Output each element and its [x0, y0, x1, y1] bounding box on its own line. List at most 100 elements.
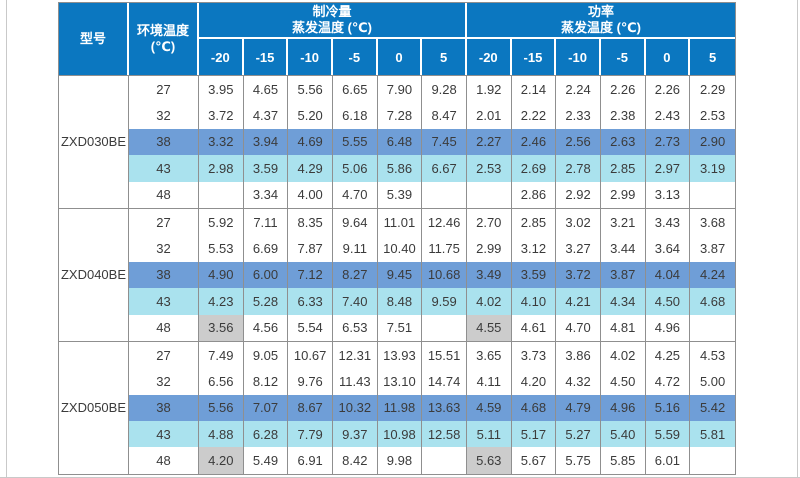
cooling-value-cell: 4.29 — [288, 155, 333, 182]
cooling-value-cell: 6.67 — [422, 155, 467, 182]
cooling-value-cell: 10.32 — [332, 394, 378, 422]
cooling-value-cell: 6.56 — [199, 368, 244, 395]
power-value-cell: 3.87 — [690, 235, 735, 262]
power-value-cell: 3.73 — [511, 340, 557, 369]
table-row: 32 5.53 6.69 7.87 9.11 10.40 11.75 2.99 3.12 3.27… — [59, 235, 735, 262]
cooling-value-cell: 10.68 — [422, 261, 467, 289]
table-row: 38 4.90 6.00 7.12 8.27 9.45 10.68 3.49 3.59 3.72 3… — [59, 261, 735, 289]
cooling-evap-temp-header: -15 — [243, 39, 289, 75]
cooling-value-cell: 7.45 — [422, 128, 467, 156]
table-row: 43 4.23 5.28 6.33 7.40 8.48 9.59 4.02 4.10 4.21 4.… — [59, 288, 735, 315]
power-value-cell — [690, 181, 735, 208]
power-value-cell: 2.97 — [645, 155, 691, 182]
power-value-cell: 3.49 — [466, 261, 512, 289]
power-value-cell: 3.43 — [645, 207, 691, 236]
cooling-value-cell: 10.67 — [288, 340, 333, 369]
cooling-value-cell: 14.74 — [422, 368, 467, 395]
power-value-cell: 2.26 — [600, 75, 646, 103]
cooling-value-cell: 4.37 — [243, 102, 289, 129]
power-value-cell: 5.59 — [645, 421, 691, 448]
power-value-cell: 2.26 — [645, 75, 691, 103]
power-value-cell: 3.64 — [645, 235, 691, 262]
spec-table-container: 型号 环境温度 (℃) 制冷量 蒸发温度 (℃) 功率 蒸发温度 (℃) -20… — [58, 2, 736, 475]
power-evap-temp-header: 0 — [645, 39, 691, 75]
table-row: 48 3.56 4.56 5.54 6.53 7.51 4.55 4.61 4.70 4.81 4.… — [59, 314, 735, 341]
cooling-value-cell: 5.56 — [199, 394, 244, 422]
power-value-cell: 3.13 — [645, 181, 691, 208]
power-value-cell: 2.53 — [466, 155, 512, 182]
power-value-cell: 2.73 — [645, 128, 691, 156]
cooling-value-cell: 4.88 — [199, 421, 244, 448]
ambient-temp-cell: 32 — [129, 368, 199, 395]
power-value-cell: 4.81 — [600, 314, 646, 341]
cooling-value-cell: 6.33 — [288, 288, 333, 315]
page-edge-line-left — [6, 0, 7, 478]
cooling-value-cell: 4.70 — [332, 181, 378, 208]
ambient-temp-cell: 38 — [129, 394, 199, 422]
cooling-value-cell: 9.98 — [377, 447, 423, 474]
cooling-value-cell: 8.67 — [288, 394, 333, 422]
power-value-cell — [690, 314, 735, 341]
power-value-cell: 1.92 — [466, 75, 512, 103]
ambient-temp-cell: 27 — [129, 340, 199, 369]
power-value-cell: 2.70 — [466, 207, 512, 236]
cooling-evap-temp-header: 0 — [377, 39, 423, 75]
cooling-value-cell: 4.69 — [288, 128, 333, 156]
cooling-value-cell: 6.28 — [243, 421, 289, 448]
power-value-cell: 2.27 — [466, 128, 512, 156]
cooling-value-cell: 4.65 — [243, 75, 289, 103]
cooling-value-cell: 2.98 — [199, 155, 244, 182]
cooling-value-cell: 5.20 — [288, 102, 333, 129]
power-value-cell: 4.70 — [556, 314, 601, 341]
power-value-cell: 2.38 — [600, 102, 646, 129]
power-value-cell: 2.63 — [600, 128, 646, 156]
power-evap-temp-header: 5 — [690, 39, 735, 75]
cooling-capacity-subtitle: 蒸发温度 (℃) — [291, 20, 372, 35]
power-evap-temp-header: -10 — [556, 39, 601, 75]
power-value-cell: 5.11 — [466, 421, 512, 448]
table-row: 43 2.98 3.59 4.29 5.06 5.86 6.67 2.53 2.69 2.78 2.… — [59, 155, 735, 182]
cooling-value-cell: 9.45 — [377, 261, 423, 289]
cooling-value-cell: 12.31 — [332, 340, 378, 369]
cooling-value-cell: 5.86 — [377, 155, 423, 182]
cooling-value-cell: 4.20 — [199, 447, 244, 474]
power-value-cell — [466, 181, 512, 208]
cooling-value-cell — [422, 181, 467, 208]
model-cell: ZXD030BE — [59, 75, 129, 208]
power-value-cell: 2.29 — [690, 75, 735, 103]
power-value-cell: 4.96 — [600, 394, 646, 422]
ambient-temp-cell: 32 — [129, 102, 199, 129]
power-evap-temp-header: -5 — [600, 39, 646, 75]
cooling-evap-temp-header: -10 — [288, 39, 333, 75]
cooling-value-cell: 7.28 — [377, 102, 423, 129]
power-value-cell: 3.68 — [690, 207, 735, 236]
power-value-cell: 4.11 — [466, 368, 512, 395]
power-value-cell: 3.65 — [466, 340, 512, 369]
cooling-value-cell: 3.32 — [199, 128, 244, 156]
ambient-temp-cell: 48 — [129, 447, 199, 474]
cooling-value-cell: 11.75 — [422, 235, 467, 262]
cooling-value-cell: 7.40 — [332, 288, 378, 315]
power-value-cell: 2.33 — [556, 102, 601, 129]
power-title: 功率 — [587, 4, 614, 19]
table-body: ZXD030BE 27 3.95 4.65 5.56 6.65 7.90 9.28 1.92 2.… — [59, 75, 735, 474]
ambient-temp-cell: 48 — [129, 314, 199, 341]
ambient-temp-cell: 43 — [129, 288, 199, 315]
power-value-cell: 2.86 — [511, 181, 557, 208]
cooling-value-cell: 5.39 — [377, 181, 423, 208]
ambient-temp-header-line1: 环境温度 — [136, 23, 189, 38]
cooling-value-cell: 5.56 — [288, 75, 333, 103]
cooling-value-cell: 8.42 — [332, 447, 378, 474]
cooling-value-cell: 6.91 — [288, 447, 333, 474]
power-value-cell: 4.68 — [690, 288, 735, 315]
power-value-cell: 4.55 — [466, 314, 512, 341]
cooling-value-cell: 5.54 — [288, 314, 333, 341]
cooling-value-cell: 6.00 — [243, 261, 289, 289]
power-value-cell: 2.43 — [645, 102, 691, 129]
power-value-cell: 5.27 — [556, 421, 601, 448]
power-value-cell: 4.68 — [511, 394, 557, 422]
power-value-cell: 4.50 — [600, 368, 646, 395]
header-title-row: 型号 环境温度 (℃) 制冷量 蒸发温度 (℃) 功率 蒸发温度 (℃) — [59, 3, 735, 75]
power-value-cell: 4.53 — [690, 340, 735, 369]
power-value-cell: 4.21 — [556, 288, 601, 315]
